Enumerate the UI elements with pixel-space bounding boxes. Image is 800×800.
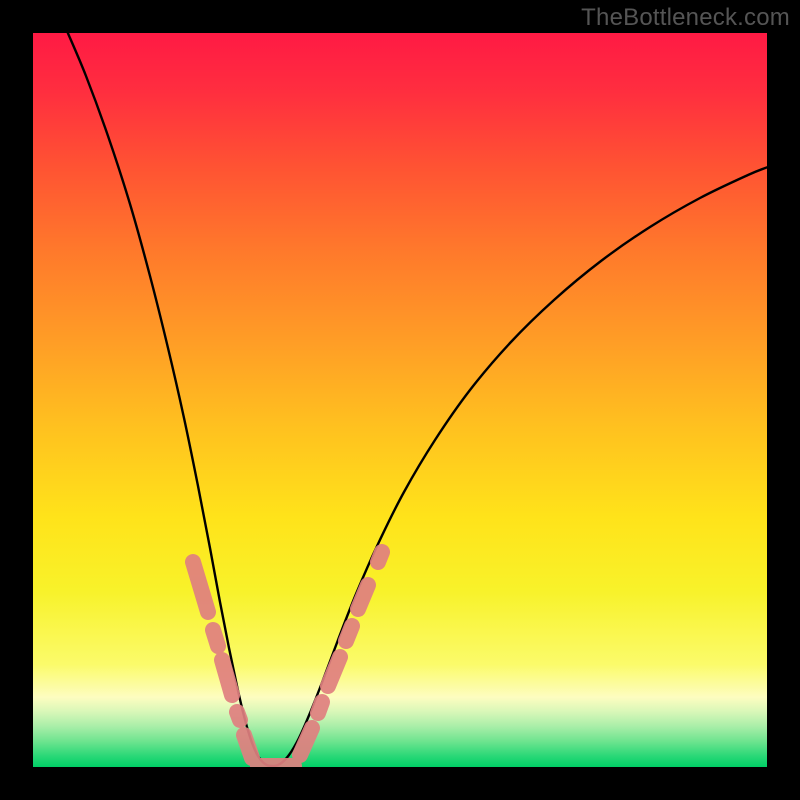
- marker-segment: [237, 712, 240, 720]
- marker-segment: [300, 728, 312, 755]
- plot-svg: [0, 0, 800, 800]
- marker-segment: [222, 660, 232, 695]
- watermark-label: TheBottleneck.com: [581, 4, 790, 32]
- marker-segment: [244, 735, 252, 758]
- marker-segment: [213, 630, 218, 646]
- marker-segment: [346, 626, 352, 641]
- heat-gradient-background: [33, 33, 767, 767]
- marker-segment: [328, 657, 340, 686]
- marker-segment: [318, 702, 322, 713]
- chart-container: TheBottleneck.com: [0, 0, 800, 800]
- marker-segment: [378, 552, 382, 562]
- marker-segment: [358, 585, 368, 609]
